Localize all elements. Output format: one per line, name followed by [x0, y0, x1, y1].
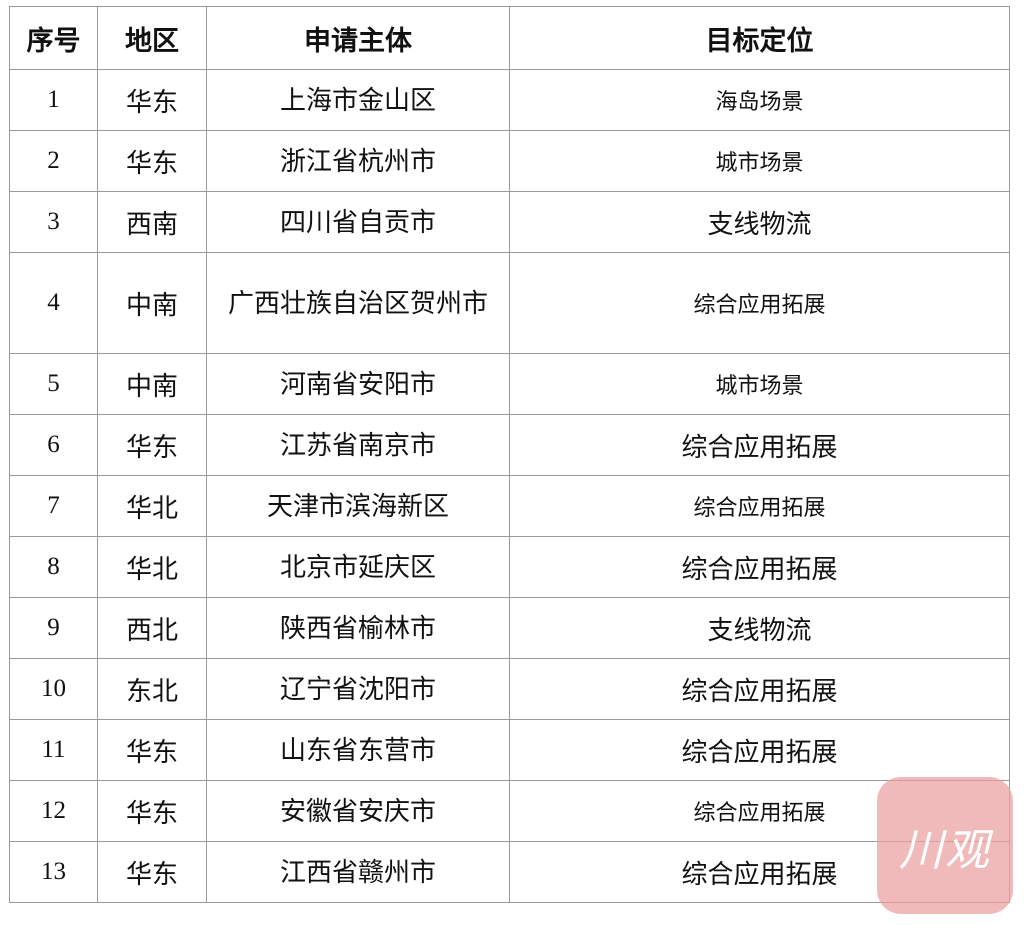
row-index: 4 — [9, 252, 98, 354]
row-target: 综合应用拓展 — [509, 475, 1010, 537]
table-row: 1 华东 上海市金山区 海岛场景 — [9, 69, 1010, 131]
row-target: 综合应用拓展 — [509, 719, 1010, 781]
watermark-text: 川观 — [899, 825, 991, 875]
row-index: 10 — [9, 658, 98, 720]
row-region: 华东 — [97, 780, 207, 842]
row-index: 7 — [9, 475, 98, 537]
table-row: 10 东北 辽宁省沈阳市 综合应用拓展 — [9, 658, 1010, 720]
row-target: 综合应用拓展 — [509, 536, 1010, 598]
row-applicant: 辽宁省沈阳市 — [206, 658, 510, 720]
table-row: 12 华东 安徽省安庆市 综合应用拓展 — [9, 780, 1010, 842]
row-applicant: 上海市金山区 — [206, 69, 510, 131]
row-region: 中南 — [97, 353, 207, 415]
row-applicant: 河南省安阳市 — [206, 353, 510, 415]
row-target: 支线物流 — [509, 597, 1010, 659]
table-row: 8 华北 北京市延庆区 综合应用拓展 — [9, 536, 1010, 598]
table-row: 3 西南 四川省自贡市 支线物流 — [9, 191, 1010, 253]
row-index: 1 — [9, 69, 98, 131]
row-target: 综合应用拓展 — [509, 658, 1010, 720]
row-applicant: 江苏省南京市 — [206, 414, 510, 476]
row-target: 综合应用拓展 — [509, 252, 1010, 354]
row-region: 华东 — [97, 841, 207, 903]
row-region: 西北 — [97, 597, 207, 659]
row-region: 华东 — [97, 414, 207, 476]
row-region: 华北 — [97, 536, 207, 598]
row-target: 海岛场景 — [509, 69, 1010, 131]
row-index: 13 — [9, 841, 98, 903]
header-row: 序号 地区 申请主体 目标定位 — [9, 6, 1010, 70]
row-index: 11 — [9, 719, 98, 781]
row-target: 综合应用拓展 — [509, 414, 1010, 476]
table-row: 13 华东 江西省赣州市 综合应用拓展 — [9, 841, 1010, 903]
row-index: 8 — [9, 536, 98, 598]
table-row: 2 华东 浙江省杭州市 城市场景 — [9, 130, 1010, 192]
row-applicant: 安徽省安庆市 — [206, 780, 510, 842]
row-region: 中南 — [97, 252, 207, 354]
row-target: 支线物流 — [509, 191, 1010, 253]
row-region: 华东 — [97, 130, 207, 192]
row-index: 2 — [9, 130, 98, 192]
row-applicant: 天津市滨海新区 — [206, 475, 510, 537]
header-target: 目标定位 — [509, 6, 1010, 70]
pilot-table: 序号 地区 申请主体 目标定位 1 华东 上海市金山区 海岛场景 2 华东 浙江省杭州市 城市… — [9, 6, 1010, 903]
row-region: 华东 — [97, 719, 207, 781]
table-row: 11 华东 山东省东营市 综合应用拓展 — [9, 719, 1010, 781]
header-applicant: 申请主体 — [206, 6, 510, 70]
row-applicant: 浙江省杭州市 — [206, 130, 510, 192]
header-region: 地区 — [97, 6, 207, 70]
row-applicant: 江西省赣州市 — [206, 841, 510, 903]
table-row: 9 西北 陕西省榆林市 支线物流 — [9, 597, 1010, 659]
row-region: 华东 — [97, 69, 207, 131]
table-row: 5 中南 河南省安阳市 城市场景 — [9, 353, 1010, 415]
row-applicant: 北京市延庆区 — [206, 536, 510, 598]
row-target: 城市场景 — [509, 130, 1010, 192]
row-target: 城市场景 — [509, 353, 1010, 415]
table-row: 7 华北 天津市滨海新区 综合应用拓展 — [9, 475, 1010, 537]
row-region: 东北 — [97, 658, 207, 720]
table-row: 6 华东 江苏省南京市 综合应用拓展 — [9, 414, 1010, 476]
row-index: 6 — [9, 414, 98, 476]
row-index: 9 — [9, 597, 98, 659]
watermark-logo: 川观 — [877, 777, 1013, 914]
row-index: 3 — [9, 191, 98, 253]
row-index: 5 — [9, 353, 98, 415]
table-row: 4 中南 广西壮族自治区贺州市 综合应用拓展 — [9, 252, 1010, 354]
row-region: 西南 — [97, 191, 207, 253]
row-region: 华北 — [97, 475, 207, 537]
row-applicant: 山东省东营市 — [206, 719, 510, 781]
row-index: 12 — [9, 780, 98, 842]
row-applicant: 广西壮族自治区贺州市 — [206, 252, 510, 354]
row-applicant: 陕西省榆林市 — [206, 597, 510, 659]
header-index: 序号 — [9, 6, 98, 70]
row-applicant: 四川省自贡市 — [206, 191, 510, 253]
